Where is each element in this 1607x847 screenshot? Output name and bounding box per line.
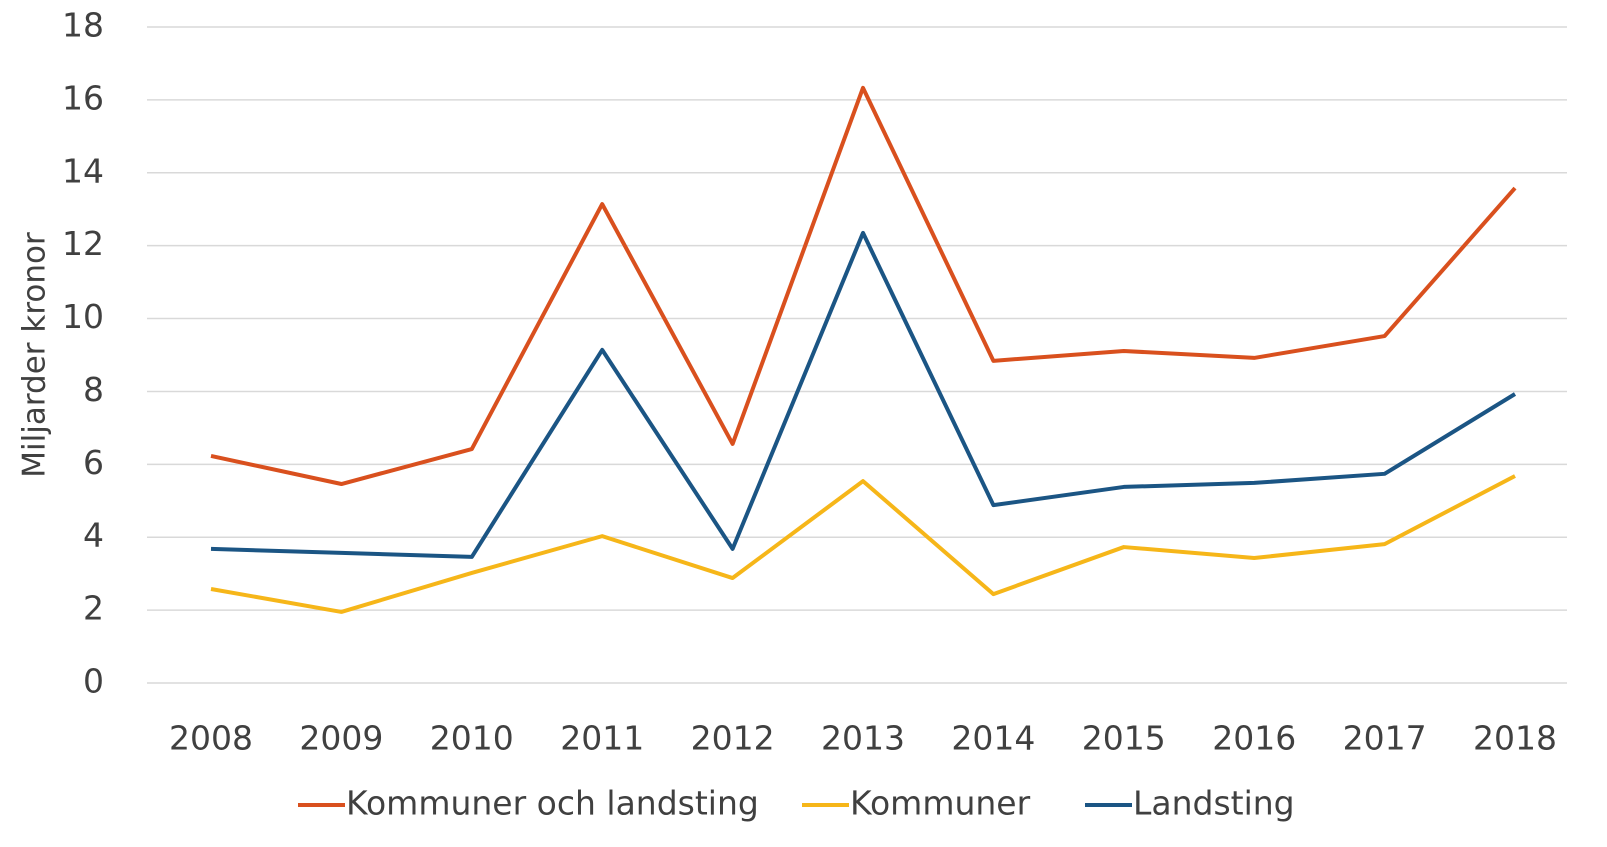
y-tick-label: 18: [62, 6, 104, 45]
y-tick-label: 6: [83, 443, 104, 482]
y-tick-label: 8: [83, 370, 104, 409]
x-tick-label: 2008: [169, 719, 253, 758]
series-line: [210, 230, 1517, 559]
y-tick-label: 2: [83, 589, 104, 628]
x-tick-label: 2018: [1473, 719, 1557, 758]
legend-label: Kommuner och landsting: [346, 784, 759, 823]
x-tick-label: 2016: [1212, 719, 1296, 758]
y-tick-label: 14: [62, 151, 104, 190]
y-tick-label: 4: [83, 516, 104, 555]
x-tick-label: 2014: [951, 719, 1035, 758]
x-tick-label: 2010: [430, 719, 514, 758]
x-tick-label: 2013: [821, 719, 905, 758]
y-tick-label: 10: [62, 297, 104, 336]
y-tick-label: 12: [62, 224, 104, 263]
x-tick-label: 2012: [691, 719, 775, 758]
series-line: [210, 474, 1516, 614]
y-axis-label: Miljarder kronor: [17, 232, 53, 478]
y-tick-label: 16: [62, 78, 104, 117]
legend-label: Kommuner: [850, 784, 1031, 823]
x-tick-label: 2011: [560, 719, 644, 758]
x-tick-label: 2017: [1343, 719, 1427, 758]
legend-label: Landsting: [1133, 784, 1295, 823]
x-tick-label: 2009: [299, 719, 383, 758]
y-tick-label: 0: [83, 662, 104, 701]
x-tick-label: 2015: [1082, 719, 1166, 758]
series-line: [210, 85, 1517, 487]
